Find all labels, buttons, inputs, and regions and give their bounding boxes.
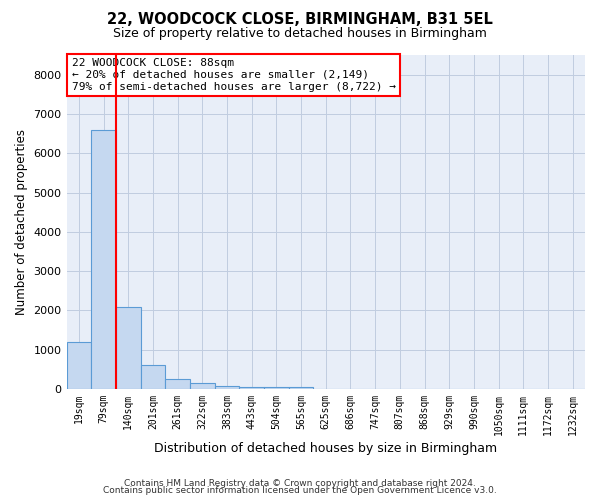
Bar <box>116 306 140 389</box>
Bar <box>264 387 289 389</box>
X-axis label: Distribution of detached houses by size in Birmingham: Distribution of detached houses by size … <box>154 442 497 455</box>
Bar <box>239 387 264 389</box>
Bar <box>67 342 91 389</box>
Bar <box>165 379 190 389</box>
Bar <box>190 383 215 389</box>
Text: 22 WOODCOCK CLOSE: 88sqm
← 20% of detached houses are smaller (2,149)
79% of sem: 22 WOODCOCK CLOSE: 88sqm ← 20% of detach… <box>72 58 396 92</box>
Text: Size of property relative to detached houses in Birmingham: Size of property relative to detached ho… <box>113 28 487 40</box>
Bar <box>215 386 239 389</box>
Bar <box>289 387 313 389</box>
Text: Contains HM Land Registry data © Crown copyright and database right 2024.: Contains HM Land Registry data © Crown c… <box>124 478 476 488</box>
Text: Contains public sector information licensed under the Open Government Licence v3: Contains public sector information licen… <box>103 486 497 495</box>
Bar <box>91 130 116 389</box>
Bar <box>140 366 165 389</box>
Text: 22, WOODCOCK CLOSE, BIRMINGHAM, B31 5EL: 22, WOODCOCK CLOSE, BIRMINGHAM, B31 5EL <box>107 12 493 28</box>
Y-axis label: Number of detached properties: Number of detached properties <box>15 129 28 315</box>
